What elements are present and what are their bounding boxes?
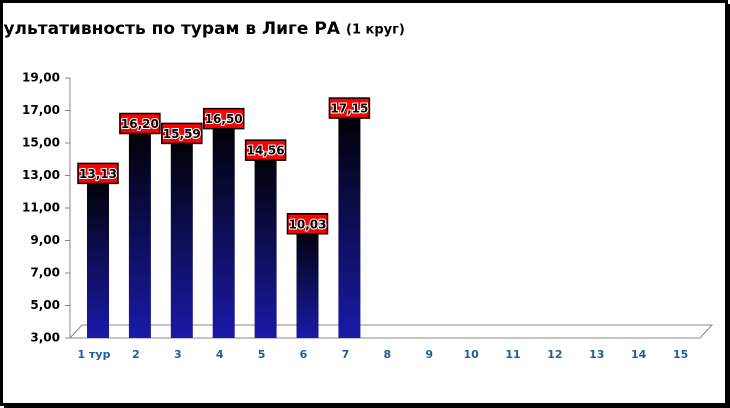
- bar: [170, 133, 193, 338]
- x-tick-label: 12: [547, 348, 562, 361]
- value-label: 16,20: [121, 117, 159, 131]
- bar: [128, 123, 151, 338]
- value-label-box: [328, 97, 371, 119]
- x-tick-label: 1 тур: [78, 348, 111, 361]
- value-label-box: [119, 112, 161, 135]
- y-tick-label: 3,00: [30, 331, 60, 345]
- bar: [212, 118, 235, 338]
- value-label: 17,15: [330, 102, 368, 116]
- value-label-box: [202, 107, 245, 130]
- y-tick-label: 15,00: [22, 136, 60, 150]
- x-tick-label: 14: [631, 348, 647, 361]
- y-tick-label: 11,00: [22, 201, 60, 215]
- value-label: 14,56: [247, 144, 285, 158]
- x-tick-label: 3: [174, 348, 182, 361]
- x-tick-label: 9: [425, 348, 433, 361]
- shadow: [4, 404, 730, 408]
- value-label-box: [286, 213, 329, 235]
- y-tick-label: 17,00: [22, 103, 60, 117]
- x-tick-label: 10: [463, 348, 479, 361]
- value-label: 10,03: [289, 217, 327, 231]
- y-tick-label: 5,00: [30, 298, 60, 312]
- x-tick-label: 6: [300, 348, 308, 361]
- x-tick-label: 7: [342, 348, 350, 361]
- y-tick-label: 13,00: [22, 168, 60, 182]
- x-tick-label: 2: [132, 348, 140, 361]
- x-tick-label: 15: [673, 348, 688, 361]
- value-label-box: [161, 122, 203, 145]
- x-tick-label: 5: [258, 348, 266, 361]
- chart-title: Средняя результативность по турам в Лиге…: [0, 19, 341, 39]
- value-label: 16,50: [205, 112, 243, 126]
- y-tick-label: 9,00: [30, 233, 60, 247]
- x-tick-label: 11: [505, 348, 520, 361]
- value-label: 13,13: [79, 167, 117, 181]
- y-tick-label: 7,00: [30, 266, 60, 280]
- value-label-box: [77, 162, 119, 185]
- value-label: 15,59: [163, 127, 201, 141]
- bar: [338, 108, 361, 338]
- x-tick-label: 8: [383, 348, 391, 361]
- y-tick-label: 19,00: [22, 71, 60, 85]
- value-label-box: [244, 139, 287, 161]
- bar: [254, 150, 277, 338]
- floor: [68, 324, 714, 339]
- shadow: [726, 4, 730, 408]
- x-tick-label: 4: [216, 348, 224, 361]
- bar: [296, 223, 319, 338]
- bar: [87, 173, 109, 338]
- x-tick-label: 13: [589, 348, 604, 361]
- chart-subtitle: (1 круг): [346, 23, 405, 38]
